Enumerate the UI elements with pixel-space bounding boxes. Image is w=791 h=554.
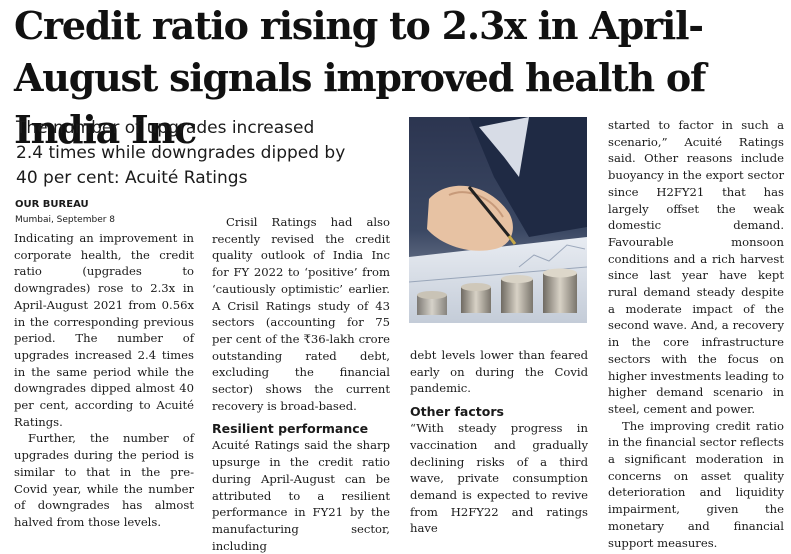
subhead-resilient-performance: Resilient performance — [212, 421, 369, 437]
dateline: Mumbai, September 8 — [15, 215, 116, 225]
paragraph: The improving credit ratio in the financ… — [608, 418, 784, 550]
paragraph: Further, the number of upgrades during t… — [14, 431, 194, 529]
article-column-2: Crisil Ratings had also recently revised… — [212, 214, 390, 554]
byline: OUR BUREAU — [15, 199, 89, 210]
businessman-writing-with-coins-photo — [409, 117, 587, 323]
paragraph: “With steady progress in vaccination and… — [410, 421, 588, 536]
paragraph: debt levels lower than feared early on d… — [410, 348, 588, 396]
article-photo — [409, 117, 587, 323]
article-column-3: debt levels lower than feared early on d… — [410, 347, 588, 537]
article-column-1: Indicating an improvement in corporate h… — [14, 230, 194, 531]
deck-subheadline: The number of upgrades increased 2.4 tim… — [16, 118, 346, 188]
paragraph: Crisil Ratings had also recently revised… — [212, 215, 390, 413]
subhead-other-factors: Other factors — [410, 404, 504, 420]
headline: Credit ratio rising to 2.3x in April-Aug… — [14, 3, 706, 152]
paragraph: Acuité Ratings said the sharp upsurge in… — [212, 438, 390, 553]
paragraph: Indicating an improvement in corporate h… — [14, 231, 194, 429]
article-column-4: started to factor in such a scenario,” A… — [608, 117, 784, 551]
paragraph: started to factor in such a scenario,” A… — [608, 118, 784, 416]
